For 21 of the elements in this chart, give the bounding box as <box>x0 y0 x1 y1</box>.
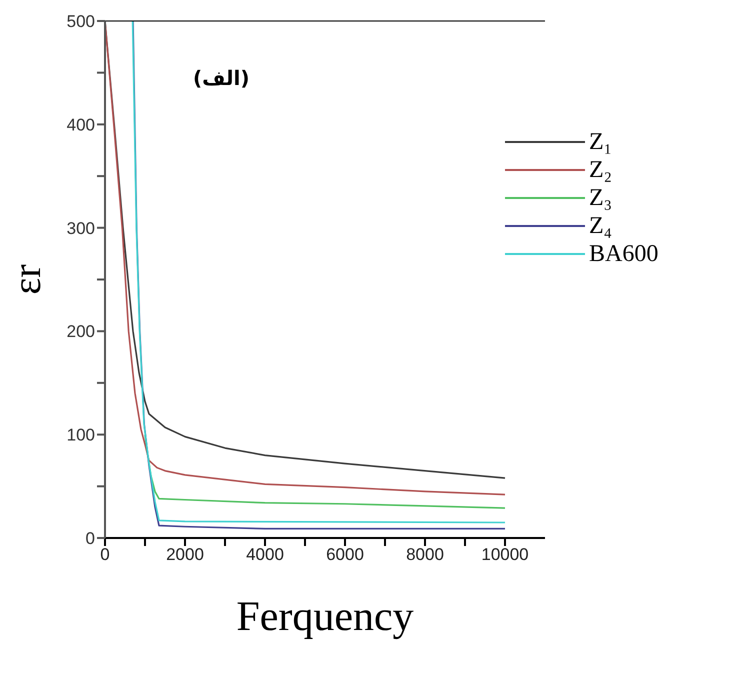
x-tick-label: 4000 <box>246 545 284 564</box>
x-tick-label: 6000 <box>326 545 364 564</box>
y-tick-label: 200 <box>66 322 95 342</box>
x-tick-label: 2000 <box>166 545 204 564</box>
x-tick-label: 8000 <box>406 545 444 564</box>
y-tick-label: 500 <box>66 12 95 32</box>
legend-label: Z₄ <box>589 212 612 240</box>
y-tick-label: 400 <box>66 115 95 134</box>
y-tick-label: 100 <box>66 426 95 445</box>
annotation: (الف) <box>193 66 250 90</box>
legend-label: Z₂ <box>589 156 612 184</box>
x-tick-label: 10000 <box>481 545 529 564</box>
legend-label: Z₁ <box>589 128 612 156</box>
legend-label: Z₃ <box>589 184 612 212</box>
line-series <box>144 434 506 509</box>
y-axis-title: εr <box>4 264 50 295</box>
x-tick-label: 0 <box>100 545 110 564</box>
x-axis-title: Ferquency <box>236 594 414 640</box>
y-tick-label: 0 <box>86 529 95 548</box>
legend-label: BA600 <box>589 240 658 268</box>
y-tick-label: 300 <box>66 218 95 238</box>
